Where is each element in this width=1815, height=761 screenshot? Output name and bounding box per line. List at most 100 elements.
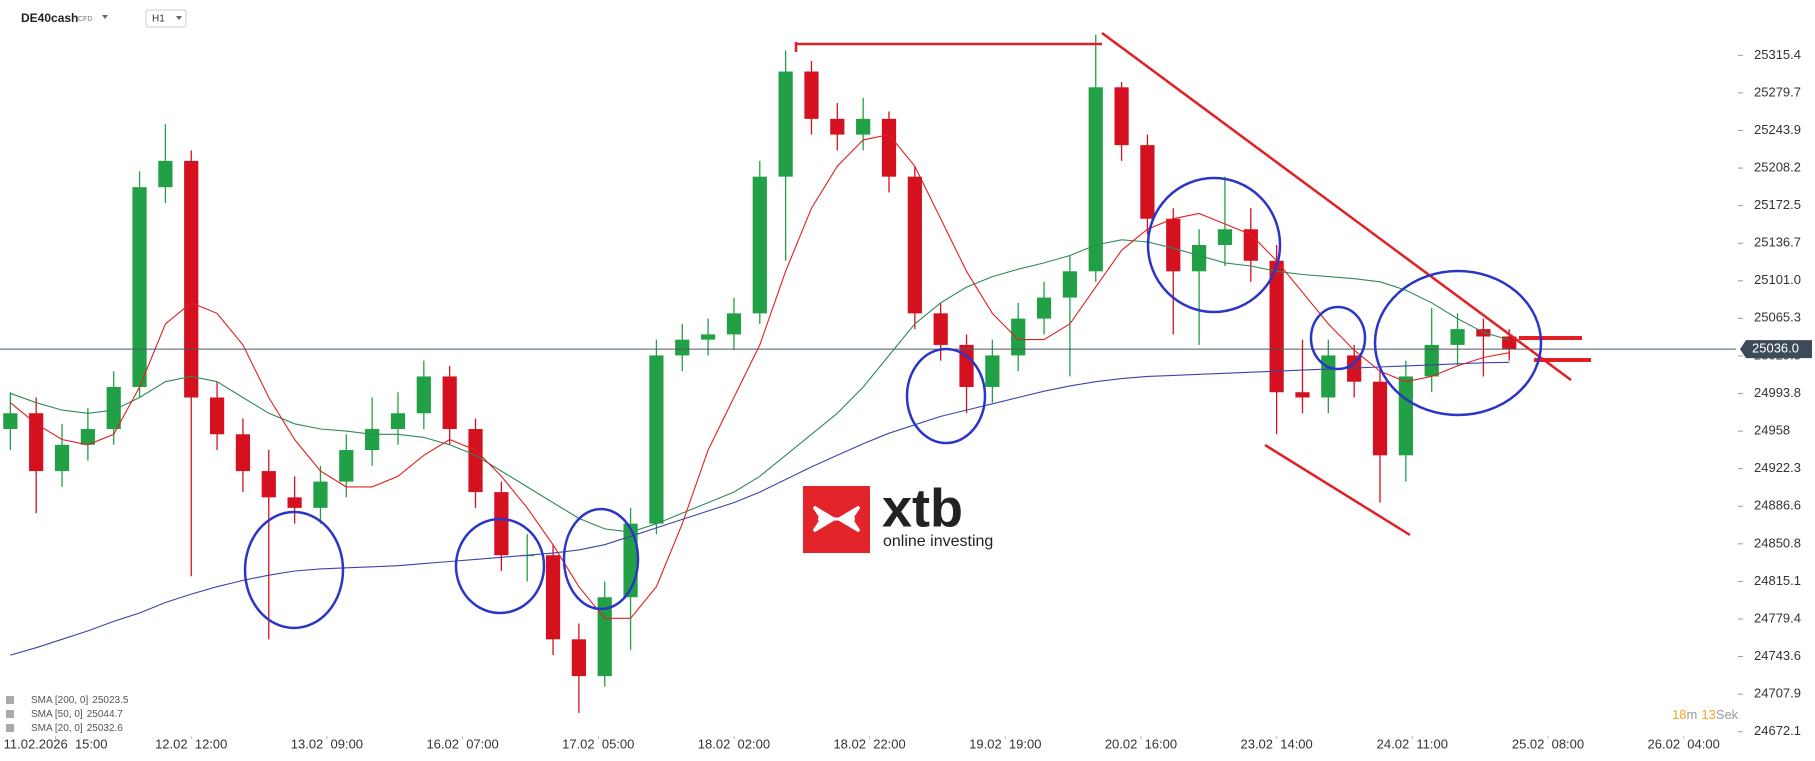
legend-entry[interactable]: SMA [20, 0] 25032.6: [31, 723, 123, 734]
x-tick-label: 20.02 16:00: [1105, 736, 1177, 751]
y-tick-label: 24707.9: [1754, 686, 1801, 701]
candle-body: [1114, 87, 1129, 146]
circle: [562, 507, 640, 611]
x-tick-label: 26.02 04:00: [1648, 736, 1720, 751]
legend-icon: [6, 724, 14, 732]
timer: 18m 13Sek: [1672, 707, 1739, 722]
candle-body: [313, 481, 328, 508]
sma-line: [9, 133, 1510, 619]
candle-body: [881, 118, 897, 177]
logo: xtb online investing: [803, 478, 993, 553]
candle-body: [1062, 271, 1078, 298]
candle-body: [856, 118, 871, 135]
y-tick-label: 24672.1: [1754, 723, 1801, 738]
candle-body: [571, 639, 586, 677]
candle-body: [959, 344, 974, 387]
y-tick-label: 24958: [1754, 423, 1790, 438]
candle-body: [1166, 218, 1181, 272]
x-tick-label: 24.02 11:00: [1377, 736, 1448, 751]
candle-body: [132, 187, 147, 387]
y-tick-label: 25279.7: [1754, 84, 1801, 99]
x-tick-label: 18.02 22:00: [833, 736, 905, 751]
candle-body: [468, 429, 483, 493]
candle-body: [416, 376, 431, 414]
candle-body: [1011, 318, 1026, 356]
y-tick-label: 24993.8: [1754, 385, 1801, 400]
candle-body: [1398, 376, 1413, 456]
timeframe-dropdown[interactable]: [176, 16, 182, 20]
candle-body: [1036, 297, 1052, 319]
current-price-label: 25036.0: [1752, 341, 1799, 356]
legend-value: 25032.6: [87, 723, 124, 734]
legend-icon: [6, 696, 14, 704]
candle-body: [494, 492, 509, 556]
y-tick-label: 24886.6: [1754, 498, 1801, 513]
candle-body: [29, 413, 44, 472]
timer-minutes: 18: [1672, 707, 1686, 722]
circle: [1309, 305, 1367, 371]
legend-entry[interactable]: SMA [50, 0] 25044.7: [31, 709, 123, 720]
candle-body: [209, 397, 225, 435]
candle-body: [597, 597, 612, 677]
candle-body: [1321, 355, 1336, 398]
candle-body: [158, 160, 173, 188]
candle-body: [261, 471, 276, 498]
candle-body: [804, 71, 819, 119]
y-tick-label: 24850.8: [1754, 535, 1801, 550]
candle-body: [1450, 329, 1465, 345]
legend-name: SMA [20, 0]: [31, 723, 83, 734]
trend-annotations: [794, 31, 1591, 537]
x-tick-label: 17.02 05:00: [562, 736, 634, 751]
timer-seconds: 13: [1701, 707, 1715, 722]
circle-annotations: [243, 176, 1543, 630]
candle-body: [752, 176, 767, 314]
circle: [454, 517, 546, 615]
candle-body: [442, 376, 457, 430]
circle: [243, 510, 345, 630]
legend-value: 25044.7: [87, 709, 124, 720]
timer-unit: m: [1686, 707, 1697, 722]
y-tick-label: 25065.3: [1754, 310, 1801, 325]
down-trend-line: [1101, 31, 1572, 382]
x-tick-label: 18.02 02:00: [698, 736, 770, 751]
candle-body: [1295, 392, 1310, 398]
x-tick-label: 12.02 12:00: [155, 736, 227, 751]
candle-body: [80, 429, 95, 445]
candle-body: [235, 434, 251, 472]
candle-body: [726, 313, 742, 335]
candle-body: [287, 497, 302, 508]
timeframe-box[interactable]: [145, 9, 187, 28]
candle-body: [390, 413, 406, 430]
plot: 25315.4 25279.7 25243.9 25208.2 25172.5 25136…: [0, 34, 1812, 751]
lower-trend-line: [1264, 443, 1411, 537]
symbol[interactable]: DE40cash: [21, 11, 78, 25]
candle-body: [907, 176, 922, 314]
current-price-box: [1740, 340, 1812, 359]
candle-body: [365, 429, 380, 451]
y-tick-label: 25101.0: [1754, 272, 1801, 287]
legend-entry[interactable]: SMA [200, 0] 25023.5: [31, 695, 129, 706]
x-tick-label: 11.02.2026 15:00: [4, 736, 108, 751]
legend-name: SMA [50, 0]: [31, 709, 83, 720]
legend-value: 25023.5: [92, 695, 129, 706]
logo-tagline: online investing: [883, 533, 993, 550]
x-tick-label: 23.02 14:00: [1240, 736, 1312, 751]
timeframe[interactable]: H1: [152, 14, 165, 25]
y-tick-label: 25172.5: [1754, 197, 1801, 212]
candle-body: [1347, 355, 1362, 382]
candle-body: [1088, 87, 1103, 272]
candle-body: [933, 313, 948, 345]
y-tick-label: 24743.6: [1754, 648, 1801, 663]
candle-body: [1192, 245, 1207, 272]
candle-body: [675, 339, 690, 356]
candle-body: [700, 334, 716, 340]
symbol-dropdown[interactable]: [102, 15, 108, 19]
circle: [1146, 176, 1282, 314]
candle-body: [1243, 229, 1258, 261]
instrument-type: CFD: [78, 16, 92, 23]
candle-body: [830, 118, 845, 135]
y-tick-label: 25315.4: [1754, 47, 1801, 62]
candle-body: [106, 386, 121, 430]
